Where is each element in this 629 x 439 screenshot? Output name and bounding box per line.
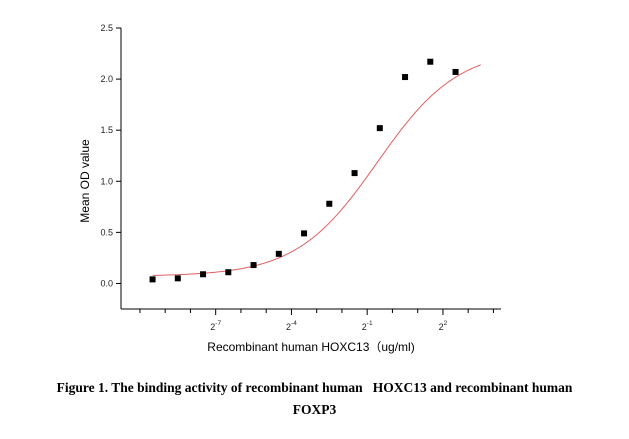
data-point [452,68,459,75]
data-point [402,74,409,81]
y-tick-label: 0.0 [100,278,113,288]
x-tick-label: 22 [439,320,448,332]
data-point [225,269,232,276]
figure-caption-line-2: FOXP3 [292,402,337,417]
y-tick-label: 2.5 [100,23,113,33]
fit-curve [152,64,481,276]
y-axis-label: Mean OD value [78,139,92,223]
y-tick-label: 2.0 [100,74,113,84]
x-axis: 2-7 2-4 2-1 22 Recombinant human HOXC13（ug/… [121,308,501,354]
x-tick-label: 2-7 [210,320,221,332]
data-point [351,170,358,177]
data-point [275,250,282,257]
data-point [326,200,333,207]
data-point [250,262,257,269]
y-axis: 0.0 0.5 1.0 1.5 2.0 2.5 Mean OD value [78,23,122,309]
y-tick-label: 1.5 [100,125,113,135]
data-point [149,276,156,283]
y-tick-label: 0.5 [100,227,113,237]
data-point [200,271,207,278]
y-tick-label: 1.0 [100,176,113,186]
x-axis-label: Recombinant human HOXC13（ug/ml) [207,340,414,354]
x-tick-label: 2-1 [362,320,373,332]
data-point [427,58,434,65]
data-point [301,230,308,237]
x-tick-label: 2-4 [286,320,297,332]
data-point [174,275,181,282]
figure-caption-line-1: Figure 1. The binding activity of recomb… [56,380,573,395]
data-point [376,125,383,132]
